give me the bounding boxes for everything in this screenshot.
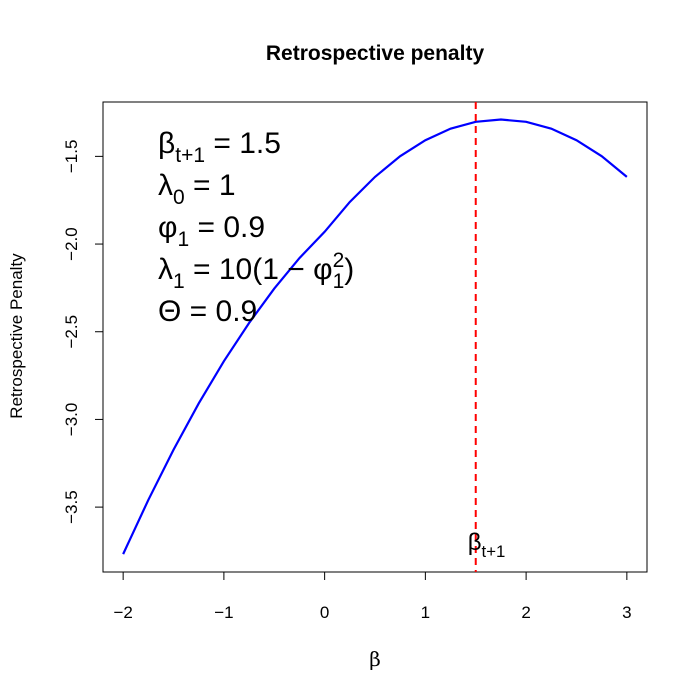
text-segment: λ bbox=[158, 169, 173, 202]
y-tick-label: −1.5 bbox=[62, 140, 81, 174]
x-tick-label: 2 bbox=[521, 603, 530, 622]
x-tick-label: −1 bbox=[214, 603, 233, 622]
y-tick-label: −3.0 bbox=[62, 403, 81, 437]
text-segment: 0 bbox=[173, 186, 185, 209]
annotation: βt+1 = 1.5 bbox=[158, 127, 281, 167]
chart-title: Retrospective penalty bbox=[266, 42, 485, 65]
text-segment: β bbox=[468, 529, 482, 556]
y-tick-label: −2.0 bbox=[62, 227, 81, 261]
text-segment: β bbox=[158, 127, 175, 160]
annotation: Θ = 0.9 bbox=[158, 295, 257, 328]
x-axis-label: β bbox=[369, 647, 381, 671]
text-segment: 2 bbox=[333, 249, 345, 272]
reference-label: βt+1 bbox=[468, 529, 506, 561]
y-tick-label: −3.5 bbox=[62, 490, 81, 524]
x-tick-label: 0 bbox=[320, 603, 329, 622]
text-segment: 1 bbox=[177, 228, 189, 251]
data-line bbox=[122, 118, 628, 555]
x-tick-label: 1 bbox=[421, 603, 430, 622]
annotation: φ1 = 0.9 bbox=[158, 211, 265, 251]
annotation: λ1 = 10(1 − φ12) bbox=[158, 249, 354, 293]
x-tick-label: 3 bbox=[622, 603, 631, 622]
annotation: λ0 = 1 bbox=[158, 169, 236, 209]
text-segment: λ bbox=[158, 253, 173, 286]
text-segment: = 0.9 bbox=[181, 295, 257, 328]
text-segment: t+1 bbox=[175, 144, 205, 167]
y-tick-label: −2.5 bbox=[62, 315, 81, 349]
text-segment: t+1 bbox=[482, 542, 506, 561]
y-axis-label: Retrospective Penalty bbox=[7, 253, 26, 419]
plot-frame bbox=[102, 101, 648, 573]
text-segment: 1 bbox=[173, 270, 185, 293]
text-segment: = 1 bbox=[185, 169, 236, 202]
x-tick-label: −2 bbox=[113, 603, 132, 622]
text-segment: ) bbox=[344, 253, 354, 286]
text-segment: Θ bbox=[158, 295, 181, 328]
text-segment: = 1.5 bbox=[205, 127, 281, 160]
text-segment: φ bbox=[158, 211, 177, 244]
text-segment: = 0.9 bbox=[189, 211, 265, 244]
text-segment: = 10(1 − φ bbox=[185, 253, 333, 286]
text-segment: 1 bbox=[333, 270, 345, 293]
